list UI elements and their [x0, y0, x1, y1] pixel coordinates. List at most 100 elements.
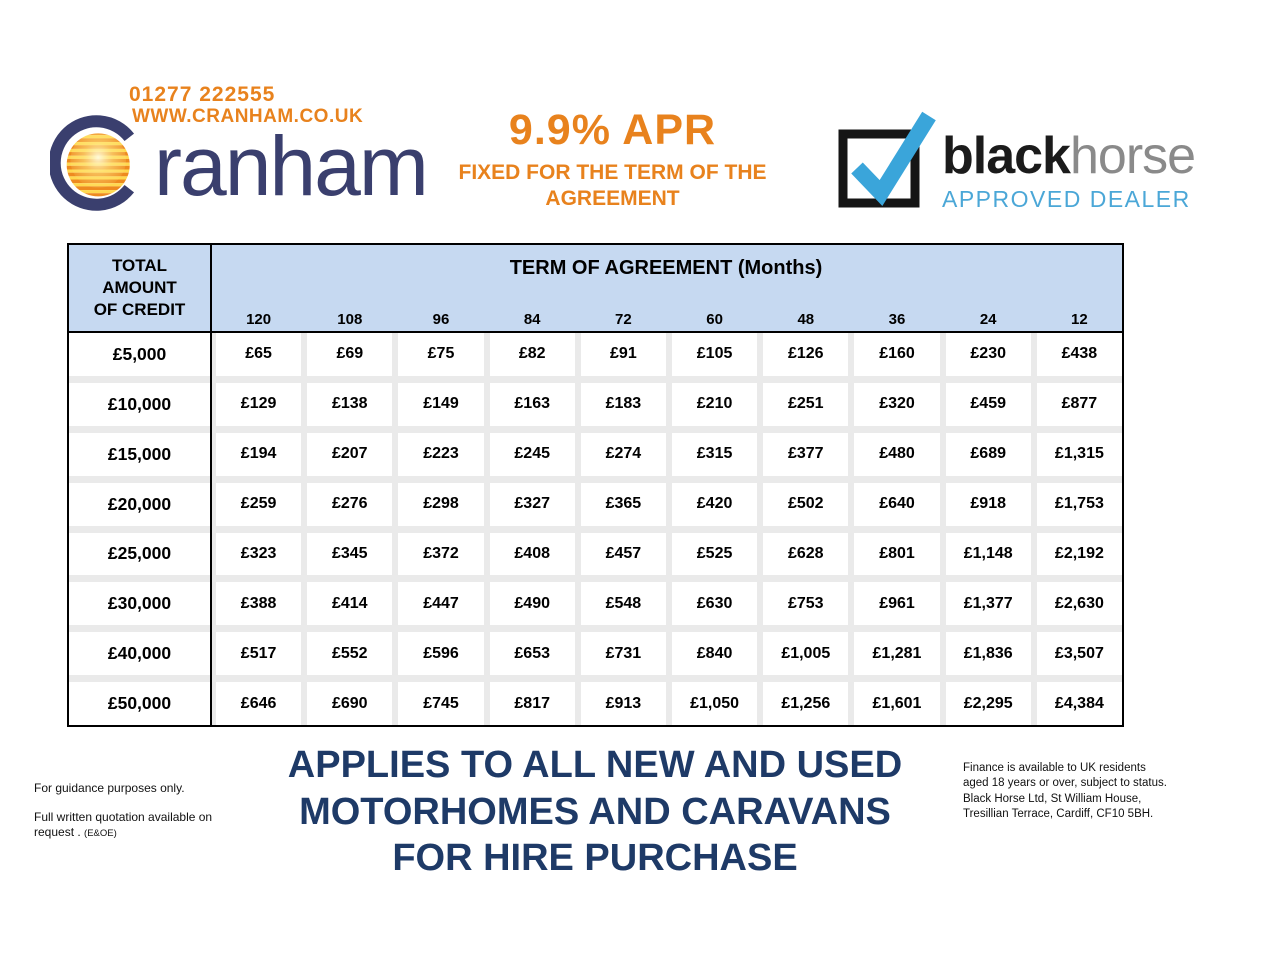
- website-url: WWW.CRANHAM.CO.UK: [132, 106, 364, 127]
- table-header: TOTAL AMOUNT OF CREDIT TERM OF AGREEMENT (…: [69, 245, 1122, 333]
- payment-cell: £323: [216, 532, 302, 576]
- payment-cell: £913: [580, 682, 666, 725]
- payment-cell: £628: [763, 532, 849, 576]
- blackhorse-brand: blackhorse: [942, 127, 1196, 185]
- payment-cell: £640: [854, 482, 940, 526]
- finance-terms-notes: Finance is available to UK residents age…: [963, 761, 1171, 822]
- term-header-cell: 120: [246, 311, 272, 328]
- cranham-sun-icon: [50, 115, 135, 211]
- payment-cell: £194: [216, 432, 302, 476]
- payment-cell: £1,148: [945, 532, 1031, 576]
- payment-cell: £298: [398, 482, 484, 526]
- cranham-logo: ranham: [50, 110, 429, 216]
- payment-cell: £817: [489, 682, 575, 725]
- payment-cell: £646: [216, 682, 302, 725]
- payment-cell: £420: [671, 482, 758, 526]
- payment-cell: £230: [945, 333, 1031, 376]
- payment-cell: £552: [307, 632, 393, 676]
- finance-availability-note: Finance is available to UK residents age…: [963, 762, 1167, 790]
- payment-cell: £438: [1036, 333, 1122, 376]
- payment-cell: £1,315: [1036, 432, 1122, 476]
- payment-cell: £1,050: [671, 682, 758, 725]
- payment-cell: £745: [398, 682, 484, 725]
- payment-cell: £502: [763, 482, 849, 526]
- credit-amount-cell: £50,000: [69, 682, 210, 725]
- payment-cell: £276: [307, 482, 393, 526]
- column-divider: [210, 245, 212, 725]
- finance-rate-table: TOTAL AMOUNT OF CREDIT TERM OF AGREEMENT (…: [67, 243, 1124, 727]
- credit-amount-cell: £40,000: [69, 632, 210, 676]
- payment-cell: £315: [671, 432, 758, 476]
- term-header-cell: 12: [1071, 311, 1088, 328]
- credit-amount-cell: £5,000: [69, 333, 210, 376]
- term-header-cell: 36: [888, 311, 906, 328]
- payment-cell: £82: [489, 333, 575, 376]
- payment-cell: £388: [216, 582, 302, 626]
- guidance-notes: For guidance purposes only. Full written…: [34, 781, 252, 841]
- guidance-note-2: Full written quotation available on requ…: [34, 810, 252, 841]
- payment-cell: £548: [580, 582, 666, 626]
- brand-horse: horse: [1069, 127, 1196, 185]
- payment-cell: £840: [671, 632, 758, 676]
- payment-cell: £596: [398, 632, 484, 676]
- payment-cell: £653: [489, 632, 575, 676]
- phone-number: 01277 222555: [129, 83, 276, 106]
- payment-cell: £630: [671, 582, 758, 626]
- guidance-note-1: For guidance purposes only.: [34, 781, 185, 795]
- total-amount-of-credit-header: TOTAL AMOUNT OF CREDIT: [69, 245, 210, 331]
- payment-cell: £274: [580, 432, 666, 476]
- payment-cell: £689: [945, 432, 1031, 476]
- payment-cell: £91: [580, 333, 666, 376]
- payment-cell: £183: [580, 382, 666, 426]
- payment-cell: £207: [307, 432, 393, 476]
- payment-cell: £877: [1036, 382, 1122, 426]
- term-header-cell: 108: [337, 311, 363, 328]
- payment-cell: £408: [489, 532, 575, 576]
- apr-rate: 9.9% APR: [508, 106, 717, 154]
- payment-cell: £320: [854, 382, 940, 426]
- payment-cell: £525: [671, 532, 758, 576]
- payment-cell: £459: [945, 382, 1031, 426]
- payment-cell: £1,377: [945, 582, 1031, 626]
- payment-cell: £259: [216, 482, 302, 526]
- payment-cell: £1,281: [854, 632, 940, 676]
- apr-subtitle-line2: AGREEMENT: [545, 187, 680, 210]
- payment-cell: £245: [489, 432, 575, 476]
- payment-cell: £210: [671, 382, 758, 426]
- payment-cell: £2,295: [945, 682, 1031, 725]
- blackhorse-address: Black Horse Ltd, St William House, Tresi…: [963, 792, 1154, 820]
- term-header-cell: 84: [523, 311, 541, 328]
- spacer: [69, 311, 210, 328]
- apr-subtitle-line1: FIXED FOR THE TERM OF THE: [458, 161, 767, 184]
- payment-cell: £345: [307, 532, 393, 576]
- payment-cell: £69: [307, 333, 393, 376]
- corner-header-line: AMOUNT: [102, 277, 177, 297]
- payment-cell: £918: [945, 482, 1031, 526]
- payment-cell: £65: [216, 333, 302, 376]
- payment-cell: £163: [489, 382, 575, 426]
- checkbox-tick-icon: [838, 111, 936, 208]
- payment-cell: £1,256: [763, 682, 849, 725]
- payment-cell: £105: [671, 333, 758, 376]
- payment-cell: £753: [763, 582, 849, 626]
- term-header-cell: 96: [432, 311, 450, 328]
- payment-cell: £75: [398, 333, 484, 376]
- payment-cell: £138: [307, 382, 393, 426]
- applies-headline: APPLIES TO ALL NEW AND USED MOTORHOMES AN…: [210, 742, 980, 882]
- approved-dealer-tagline: APPROVED DEALER: [942, 186, 1191, 212]
- term-months-row: 120 108 96 84 72 60 48 36 24 12: [69, 311, 1122, 328]
- payment-cell: £327: [489, 482, 575, 526]
- payment-cell: £372: [398, 532, 484, 576]
- term-header-cell: 24: [979, 311, 997, 328]
- eoe-note: (E&OE): [84, 828, 117, 840]
- payment-cell: £251: [763, 382, 849, 426]
- credit-amount-cell: £15,000: [69, 432, 210, 476]
- corner-header-line: OF CREDIT: [93, 300, 186, 320]
- payment-cell: £160: [854, 333, 940, 376]
- payment-cell: £2,630: [1036, 582, 1122, 626]
- payment-cell: £149: [398, 382, 484, 426]
- blackhorse-logo: blackhorse APPROVED DEALER: [836, 108, 1196, 213]
- payment-cell: £1,836: [945, 632, 1031, 676]
- payment-cell: £801: [854, 532, 940, 576]
- payment-cell: £517: [216, 632, 302, 676]
